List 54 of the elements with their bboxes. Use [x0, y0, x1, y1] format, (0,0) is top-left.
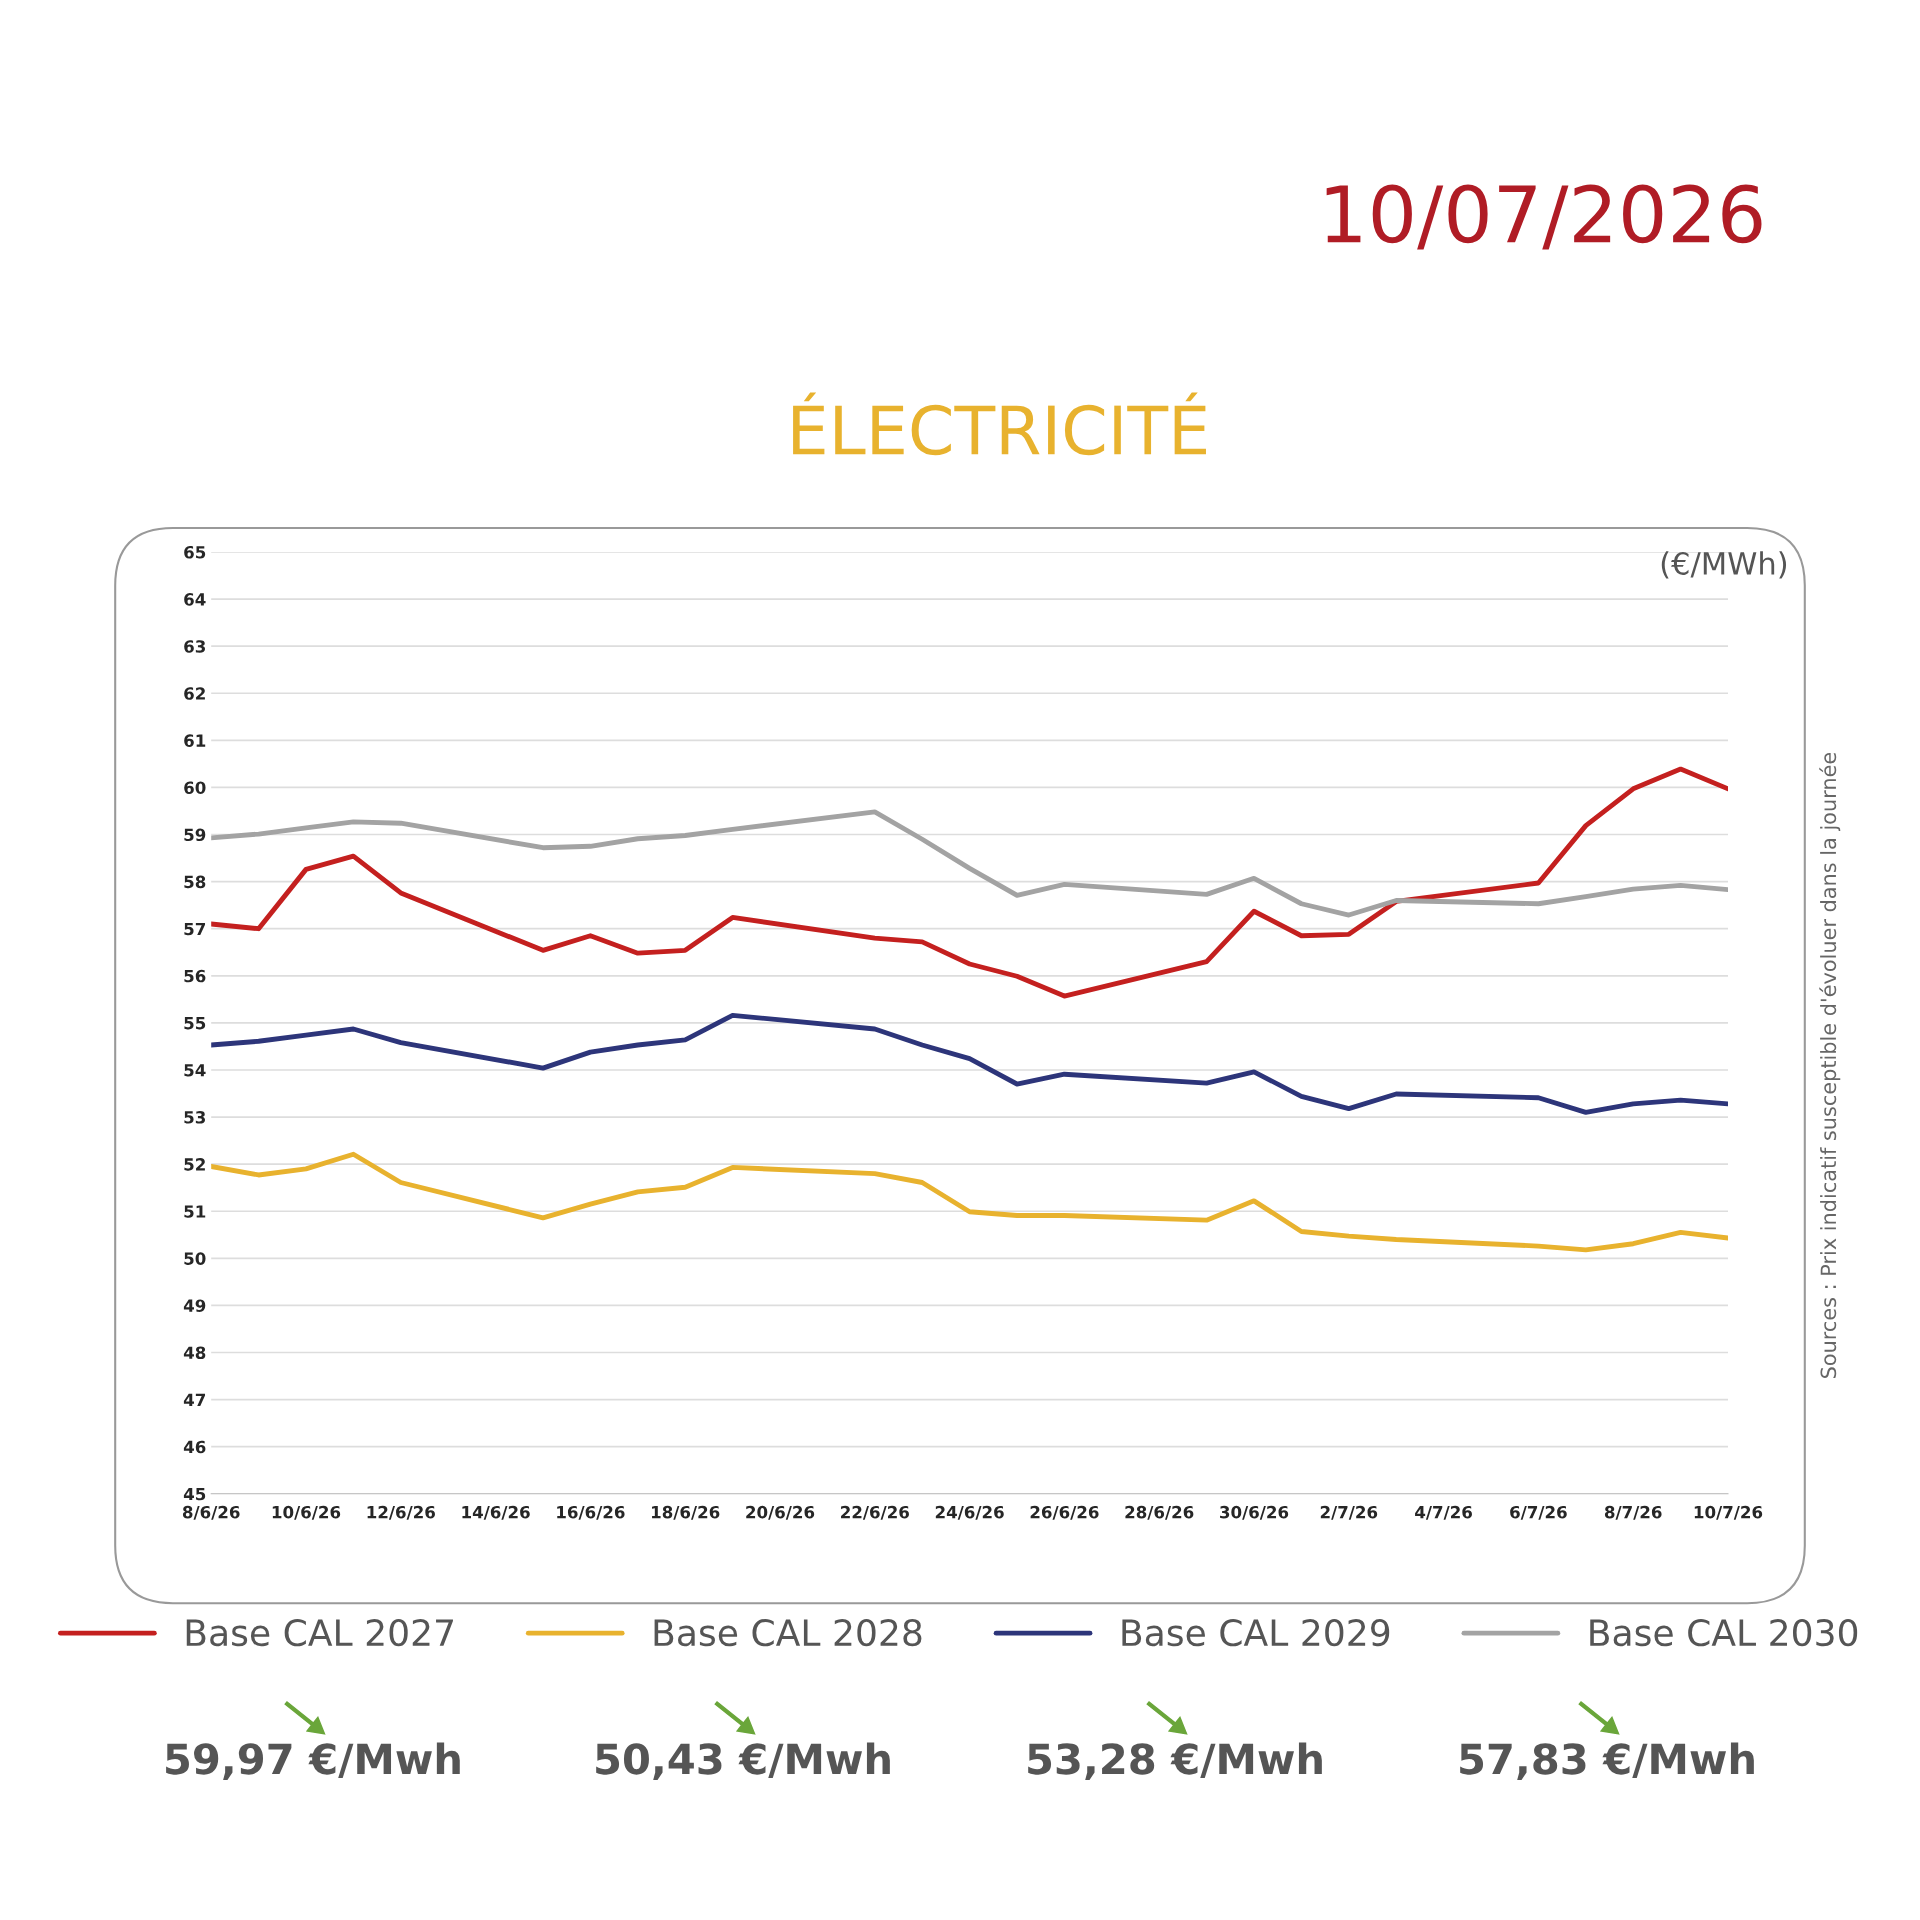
x-tick-label: 12/6/26	[367, 1505, 435, 1520]
y-axis-title: (€/MWh)	[1661, 551, 1787, 579]
y-tick-label: 59	[184, 828, 206, 842]
y-tick-label: 57	[184, 922, 206, 936]
legend-label: Base CAL 2030	[1590, 1619, 1858, 1647]
x-tick-label: 22/6/26	[841, 1505, 909, 1520]
y-tick-label: 49	[183, 1299, 206, 1312]
y-tick-label: 45	[183, 1487, 206, 1501]
y-tick-label: 54	[184, 1064, 206, 1077]
y-tick-label: 51	[184, 1205, 206, 1218]
text: 59,97 €/Mwh	[166, 1742, 460, 1780]
y-tick-label: 48	[183, 1346, 206, 1360]
x-tick-label: 28/6/26	[1125, 1505, 1194, 1520]
y-tick-label: 52	[184, 1158, 205, 1171]
y-tick-label: 56	[184, 969, 206, 983]
x-tick-label: 16/6/26	[557, 1505, 625, 1520]
line-series	[211, 766, 1729, 999]
y-tick-label: 60	[184, 781, 206, 795]
chart-subtitle: 10/07/2026	[1326, 184, 1762, 250]
x-tick-label: 8/7/26	[1604, 1505, 1662, 1520]
chart-title: ÉLECTRICITÉ	[793, 392, 1206, 456]
y-tick-label: 47	[183, 1393, 206, 1406]
y-tick-label: 65	[184, 545, 206, 559]
y-tick-label: 55	[184, 1017, 206, 1030]
y-tick-label: 58	[184, 875, 206, 889]
y-tick-label: 62	[184, 687, 205, 700]
x-tick-label: 10/7/26	[1694, 1505, 1763, 1520]
legend-label: Base CAL 2028	[654, 1619, 922, 1647]
text: 53,28 €/Mwh	[1028, 1742, 1322, 1780]
y-tick-label: 46	[183, 1440, 206, 1454]
x-tick-label: 30/6/26	[1220, 1505, 1289, 1520]
line-series	[211, 1151, 1729, 1253]
x-tick-label: 18/6/26	[652, 1505, 720, 1520]
y-tick-label: 53	[184, 1111, 206, 1124]
x-tick-label: 14/6/26	[462, 1505, 530, 1520]
y-tick-label: 61	[184, 734, 206, 747]
text: 57,83 €/Mwh	[1460, 1742, 1754, 1780]
x-tick-label: 24/6/26	[935, 1505, 1004, 1520]
x-tick-label: 26/6/26	[1030, 1505, 1099, 1520]
line-series	[211, 1012, 1729, 1115]
x-tick-label: 4/7/26	[1415, 1505, 1472, 1520]
x-tick-label: 8/6/26	[182, 1505, 240, 1520]
x-tick-label: 10/6/26	[272, 1505, 341, 1520]
y-tick-label: 50	[184, 1252, 206, 1265]
x-tick-label: 2/7/26	[1320, 1505, 1378, 1520]
x-tick-label: 6/7/26	[1510, 1505, 1567, 1520]
text: 50,43 €/Mwh	[596, 1742, 890, 1780]
legend-label: Base CAL 2027	[186, 1619, 453, 1647]
y-tick-label: 63	[184, 640, 206, 653]
source-note: Sources : Prix indicatif susceptible d'évoluer dans la journée	[1819, 752, 1841, 1379]
line-series	[211, 809, 1729, 918]
x-tick-label: 20/6/26	[746, 1505, 815, 1520]
y-tick-label: 64	[184, 593, 206, 606]
legend-label: Base CAL 2029	[1122, 1619, 1390, 1647]
